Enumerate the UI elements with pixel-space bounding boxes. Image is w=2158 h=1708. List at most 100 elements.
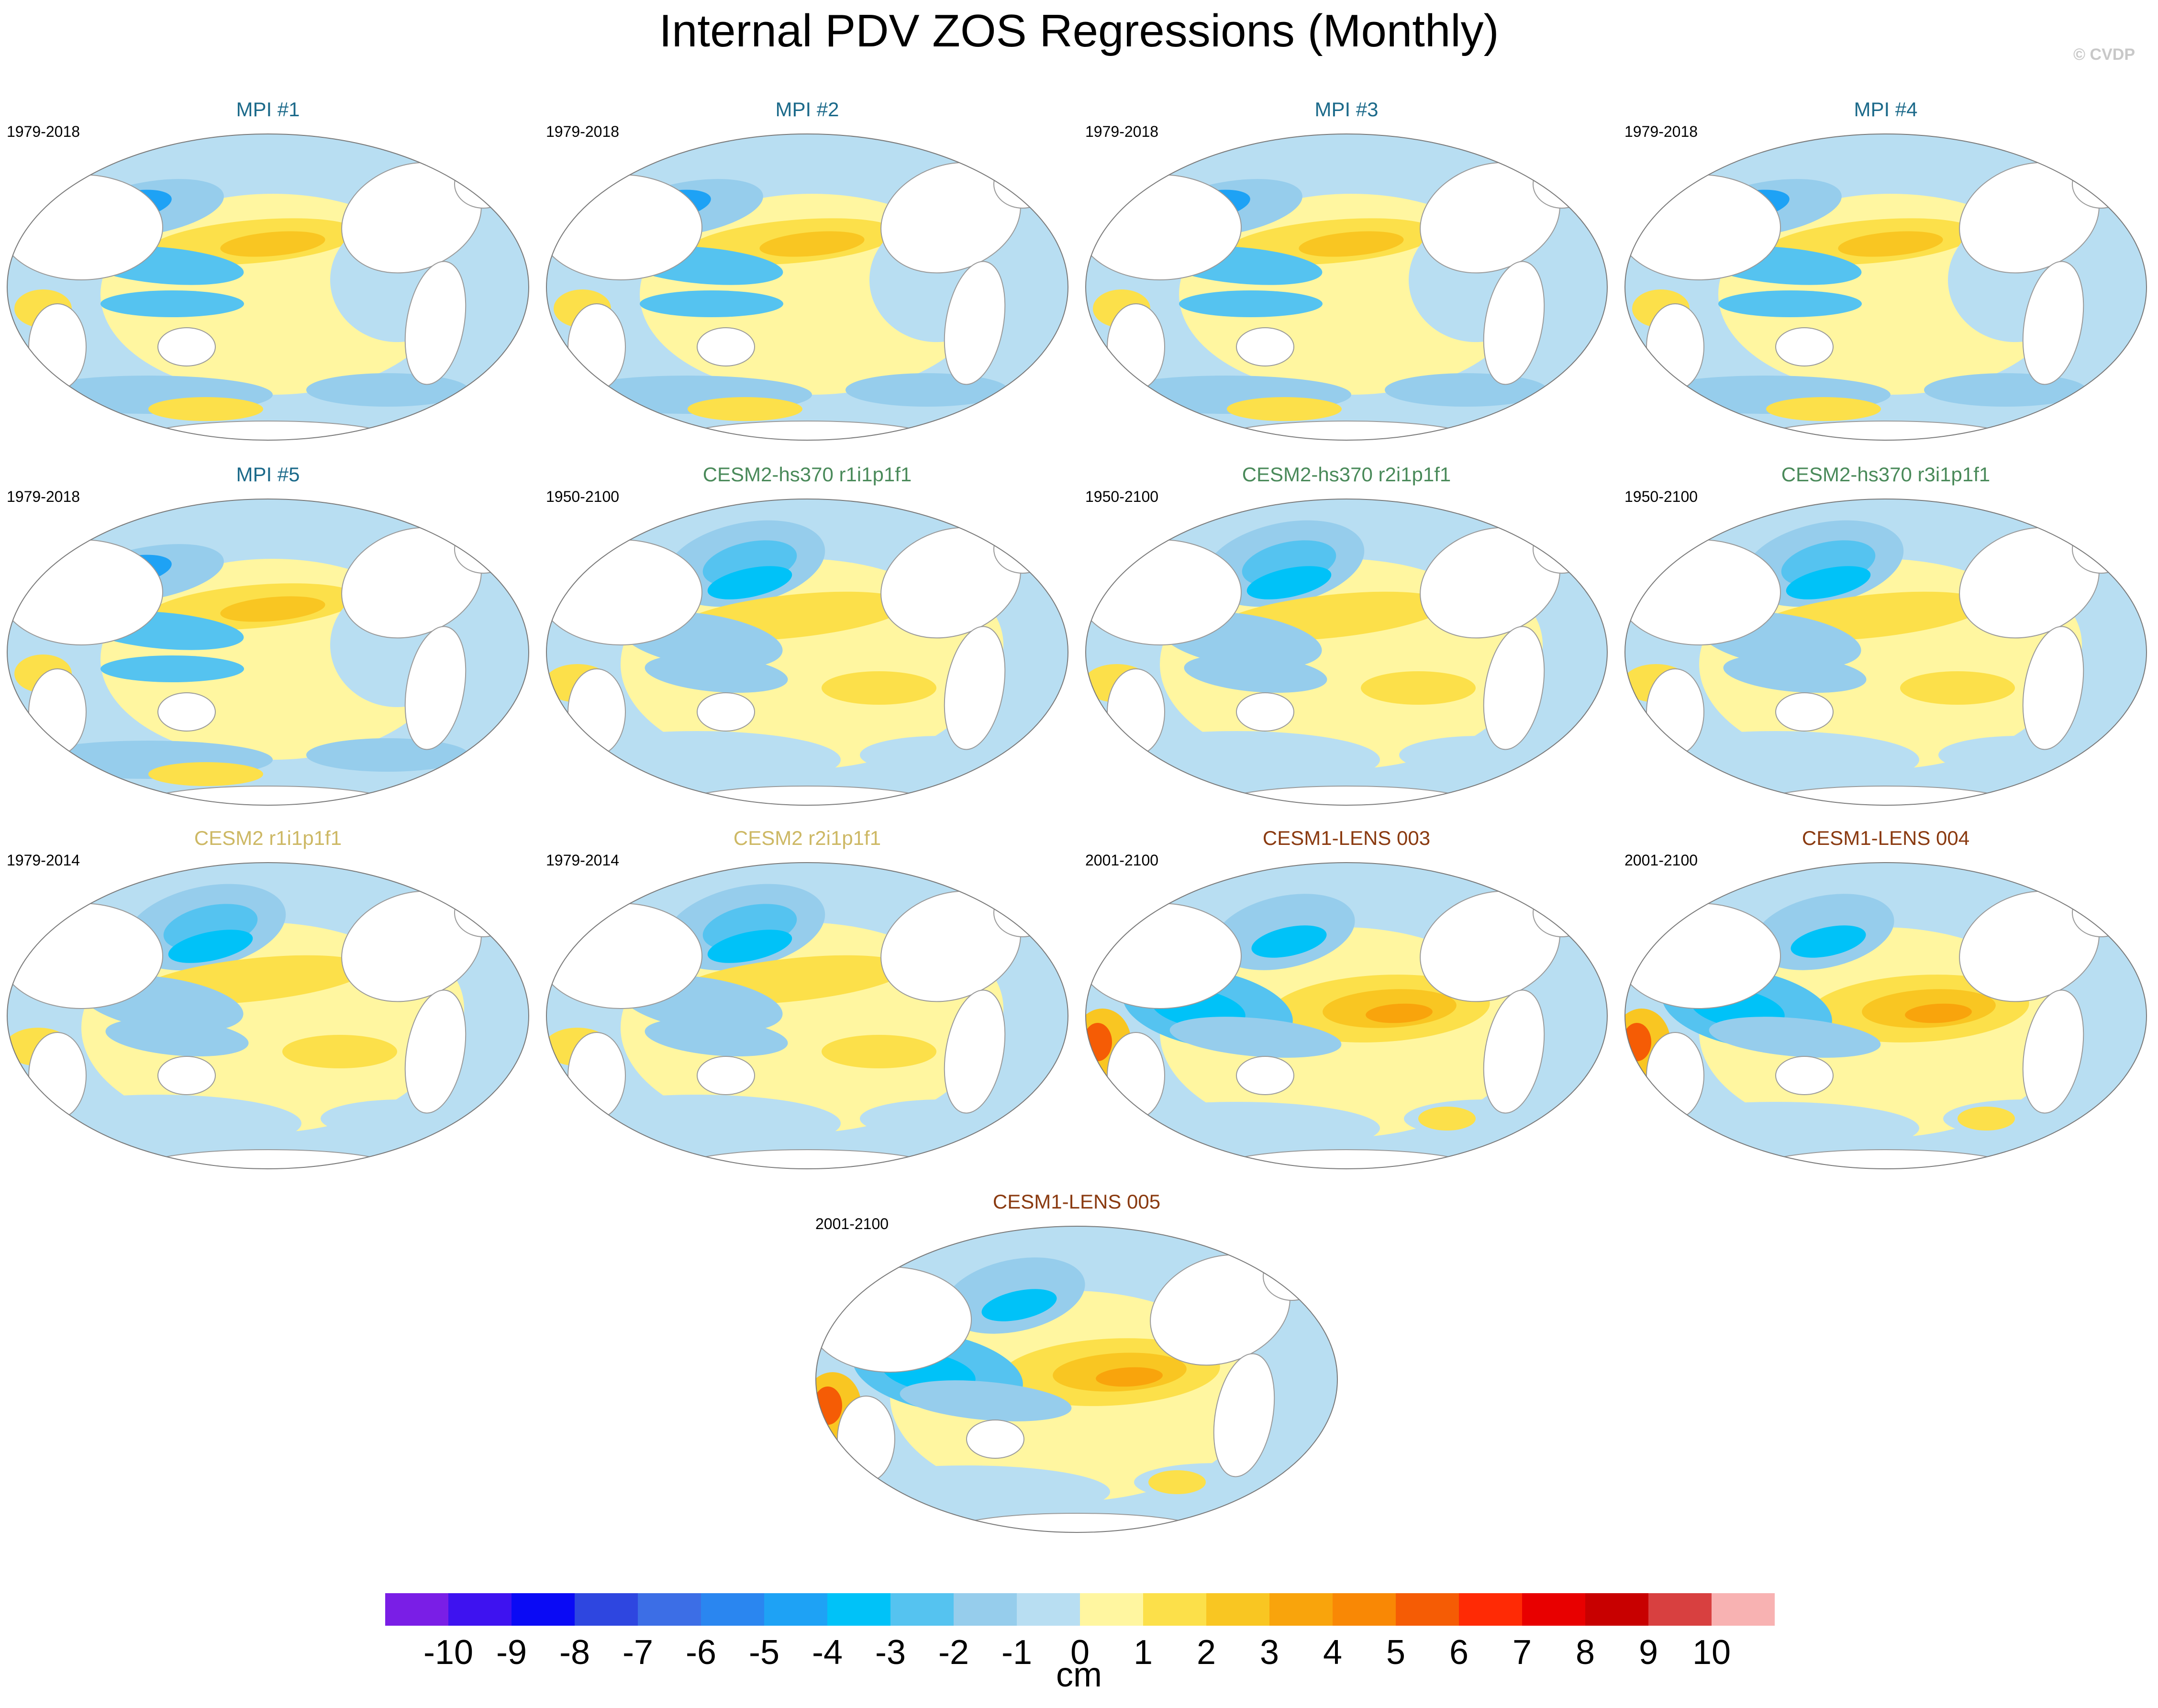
land-mass: [697, 692, 755, 732]
panel-title: MPI #1: [236, 98, 300, 121]
colorbar-tick-label: 5: [1386, 1633, 1405, 1672]
colorbar-cell: [512, 1593, 575, 1626]
map-plot: [1085, 133, 1608, 441]
colorbar-tick-label: -8: [559, 1633, 590, 1672]
colorbar-cell: [1585, 1593, 1648, 1626]
panel-period: 2001-2100: [815, 1215, 889, 1232]
map-panel: MPI #4 1979-2018: [1618, 98, 2154, 443]
anomaly-blob: [1246, 566, 1332, 599]
map-plot: [1624, 133, 2147, 441]
map-outline: [1624, 499, 2147, 806]
land-mass: [944, 989, 1006, 1114]
land-mass: [697, 327, 755, 366]
colorbar-cell: [638, 1593, 701, 1626]
anomaly-blob: [1905, 1003, 1972, 1023]
anomaly-blob: [220, 596, 325, 622]
panel-period: 1979-2014: [546, 852, 620, 869]
map-panel: CESM2-hs370 r2i1p1f1 1950-2100: [1079, 463, 1614, 808]
colorbar-tick-label: -7: [623, 1633, 653, 1672]
panel-title: CESM1-LENS 003: [1262, 827, 1431, 849]
colorbar-cell: [1017, 1593, 1080, 1626]
map-plot: [546, 499, 1068, 806]
page-title: Internal PDV ZOS Regressions (Monthly): [659, 5, 1499, 56]
colorbar-units: cm: [1056, 1656, 1102, 1694]
anomaly-blob: [1399, 736, 1562, 774]
anomaly-blob: [1723, 654, 1867, 693]
land-mass: [1213, 1353, 1275, 1477]
panel-title: MPI #3: [1314, 98, 1379, 121]
panel-title: CESM2-hs370 r1i1p1f1: [702, 463, 912, 486]
anomaly-blob: [822, 671, 936, 705]
map-outline: [7, 499, 529, 806]
land-mass: [157, 692, 216, 732]
panel-period: 2001-2100: [1624, 852, 1698, 869]
anomaly-blob: [100, 290, 244, 317]
anomaly-blob: [822, 1035, 936, 1068]
anomaly-blob: [860, 736, 1023, 774]
colorbar-cell: [385, 1593, 448, 1626]
panel-title: CESM2 r1i1p1f1: [194, 827, 342, 849]
panel-title: CESM1-LENS 004: [1802, 827, 1970, 849]
map-outline: [546, 862, 1068, 1169]
anomaly-blob: [1718, 290, 1862, 317]
map-plot: [7, 133, 529, 441]
anomaly-blob: [640, 290, 783, 317]
colorbar-cell: [954, 1593, 1017, 1626]
colorbar-tick-label: -4: [812, 1633, 843, 1672]
map-plot: [1624, 499, 2147, 806]
map-panel: CESM2 r1i1p1f1 1979-2014: [0, 827, 536, 1171]
colorbar-tick-label: 7: [1513, 1633, 1532, 1672]
anomaly-blob: [105, 1018, 249, 1057]
land-mass: [404, 626, 467, 750]
anomaly-blob: [1148, 1470, 1206, 1494]
panel-title: MPI #4: [1854, 98, 1918, 121]
anomaly-blob: [282, 1035, 397, 1068]
map-plot: [7, 499, 529, 806]
anomaly-blob: [707, 930, 792, 963]
colorbar-tick-label: -10: [423, 1633, 473, 1672]
map-plot: [7, 862, 529, 1169]
map-panel: CESM2-hs370 r3i1p1f1 1950-2100: [1618, 463, 2154, 808]
land-mass: [404, 261, 467, 385]
anomaly-blob: [1184, 654, 1327, 693]
land-mass: [1483, 261, 1545, 385]
map-plot: [815, 1226, 1338, 1533]
colorbar-tick-label: -3: [875, 1633, 906, 1672]
panel-title: CESM2 r2i1p1f1: [733, 827, 881, 849]
colorbar-cell: [1080, 1593, 1143, 1626]
land-mass: [1236, 327, 1294, 366]
colorbar-cell: [1459, 1593, 1522, 1626]
colorbar-tick-label: 0: [1070, 1633, 1090, 1672]
anomaly-blob: [759, 231, 865, 257]
colorbar-cell: [1648, 1593, 1712, 1626]
map-panel: CESM1-LENS 005 2001-2100: [809, 1190, 1345, 1535]
anomaly-blob: [688, 397, 802, 421]
anomaly-blob: [1366, 1003, 1433, 1023]
anomaly-blob: [900, 1380, 1072, 1421]
anomaly-blob: [1938, 736, 2101, 774]
map-panel: CESM2-hs370 r1i1p1f1 1950-2100: [539, 463, 1075, 808]
map-outline: [815, 1226, 1338, 1533]
map-panel: CESM1-LENS 003 2001-2100: [1079, 827, 1614, 1171]
map-plot: [1085, 499, 1608, 806]
colorbar-cell: [827, 1593, 890, 1626]
colorbar-cell: [1712, 1593, 1775, 1626]
map-outline: [1085, 133, 1608, 441]
colorbar-cell: [1522, 1593, 1585, 1626]
panel-title: MPI #5: [236, 463, 300, 486]
anomaly-blob: [1838, 231, 1943, 257]
panel-period: 1979-2014: [7, 852, 80, 869]
land-mass: [404, 989, 467, 1114]
anomaly-blob: [645, 654, 788, 693]
panel-period: 1950-2100: [546, 488, 620, 505]
anomaly-blob: [1709, 1017, 1881, 1058]
anomaly-blob: [1227, 397, 1342, 421]
anomaly-blob: [707, 566, 792, 599]
map-outline: [1624, 862, 2147, 1169]
anomaly-blob: [100, 655, 244, 682]
map-panel: CESM1-LENS 004 2001-2100: [1618, 827, 2154, 1171]
land-mass: [1483, 989, 1545, 1114]
map-outline: [546, 499, 1068, 806]
colorbar-cell: [1333, 1593, 1396, 1626]
colorbar-cell: [701, 1593, 764, 1626]
